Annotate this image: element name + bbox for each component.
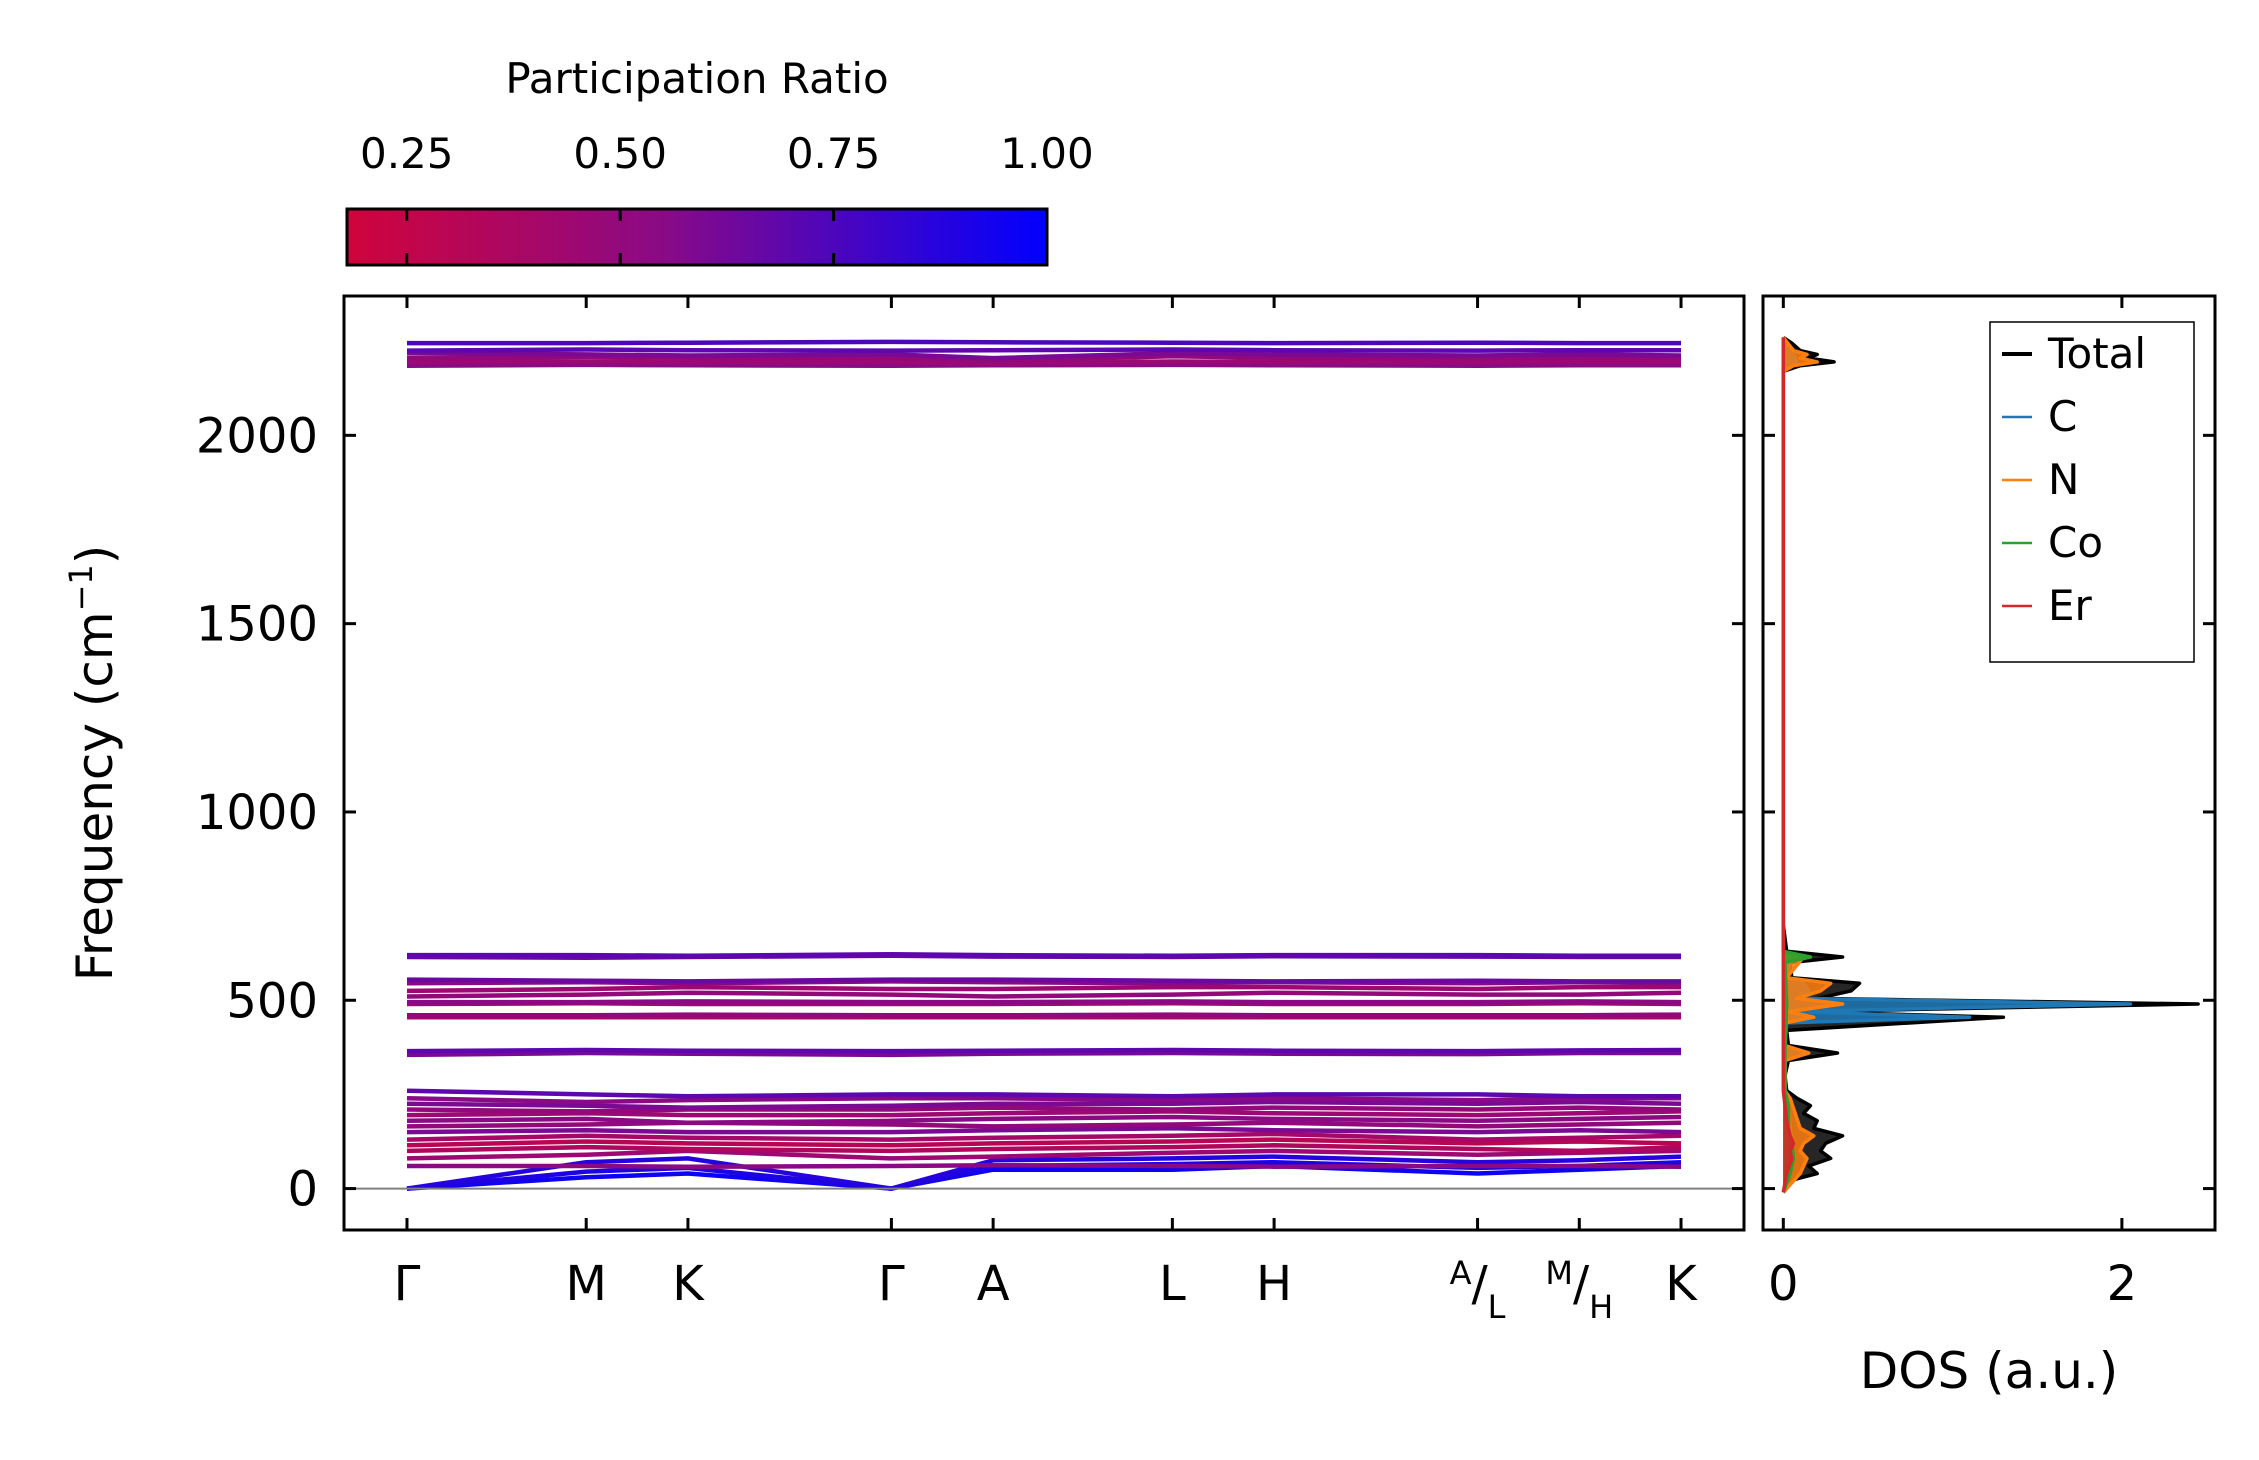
colorbar-tick-label: 0.25 bbox=[360, 129, 454, 178]
phonon-band bbox=[406, 1143, 1682, 1154]
phonon-band bbox=[407, 339, 1681, 346]
colorbar-ticks: 0.25 0.50 0.75 1.00 bbox=[360, 129, 1094, 265]
phonon-band bbox=[406, 984, 1681, 994]
y-axis-label-superscript: −1 bbox=[62, 564, 100, 611]
x-tick-label: Γ bbox=[394, 1256, 421, 1312]
band-plot-background bbox=[344, 296, 1744, 1230]
phonon-band bbox=[406, 1163, 1682, 1191]
phonon-band bbox=[406, 1126, 1682, 1135]
phonon-band bbox=[406, 359, 1682, 366]
phonon-band bbox=[406, 1099, 1682, 1110]
phonon-band bbox=[407, 952, 1681, 959]
x-tick-label-top: M bbox=[1545, 1254, 1573, 1292]
phonon-band bbox=[406, 977, 1681, 984]
y-tick-label: 1500 bbox=[196, 597, 318, 653]
band-lines bbox=[406, 339, 1682, 1191]
phonon-band bbox=[406, 990, 1682, 999]
phonon-band bbox=[407, 1012, 1682, 1018]
dos-plot-frame bbox=[1761, 294, 2217, 1232]
x-tick-label: Γ bbox=[878, 1256, 905, 1312]
x-tick-label: K bbox=[1665, 1256, 1698, 1312]
phonon-band bbox=[406, 1114, 1682, 1125]
phonon-band bbox=[406, 1109, 1682, 1118]
y-tick-label: 0 bbox=[287, 1162, 318, 1218]
legend-label: Er bbox=[2048, 581, 2093, 630]
phonon-band bbox=[407, 1162, 1682, 1169]
legend-label: C bbox=[2048, 392, 2077, 441]
band-x-axis: Γ M K Γ A L H A/LM/H K bbox=[394, 296, 1698, 1326]
dos-y-ticks bbox=[1763, 433, 2215, 1191]
x-tick-label-slash: / bbox=[1472, 1256, 1489, 1312]
phonon-band bbox=[406, 1095, 1681, 1105]
phonon-band bbox=[406, 1120, 1682, 1129]
x-tick-label: K bbox=[672, 1256, 705, 1312]
colorbar-gradient bbox=[345, 207, 1049, 267]
x-tick-label: M bbox=[566, 1256, 607, 1312]
phonon-band bbox=[406, 347, 1681, 353]
phonon-band bbox=[406, 1047, 1682, 1054]
y-tick-label: 500 bbox=[226, 973, 318, 1029]
x-tick-label-bottom: L bbox=[1488, 1288, 1506, 1326]
legend-label: N bbox=[2048, 455, 2079, 504]
phonon-band bbox=[406, 1148, 1682, 1161]
x-tick-label-top: A bbox=[1450, 1254, 1472, 1292]
y-axis-label: Frequency (cm−1) bbox=[62, 545, 124, 982]
phonon-band bbox=[406, 350, 1682, 361]
phonon-band bbox=[406, 1131, 1682, 1142]
phonon-band bbox=[406, 1088, 1681, 1099]
phonon-band bbox=[406, 362, 1681, 368]
band-plot-frame bbox=[342, 294, 1746, 1232]
colorbar-tick-label: 0.50 bbox=[573, 129, 667, 178]
colorbar-title: Participation Ratio bbox=[505, 54, 888, 103]
legend-label: Total bbox=[2047, 329, 2146, 378]
dos-curves bbox=[1781, 335, 2200, 1194]
phonon-band bbox=[406, 354, 1681, 364]
x-tick-label: H bbox=[1256, 1256, 1292, 1312]
x-tick-label: A bbox=[977, 1256, 1010, 1312]
phonon-band bbox=[406, 1050, 1681, 1058]
x-tick-label: M/H bbox=[1545, 1254, 1613, 1326]
x-tick-label-slash: / bbox=[1573, 1256, 1590, 1312]
phonon-band bbox=[406, 1105, 1682, 1114]
x-tick-label: L bbox=[1159, 1256, 1186, 1312]
dos-x-tick-label: 0 bbox=[1768, 1256, 1799, 1312]
dos-x-axis-label: DOS (a.u.) bbox=[1860, 1342, 2119, 1400]
colorbar-tick-label: 0.75 bbox=[787, 129, 881, 178]
dos-x-tick-label: 2 bbox=[2107, 1256, 2138, 1312]
colorbar: Participation Ratio 0.25 0.50 0.75 1.00 bbox=[345, 54, 1094, 267]
phonon-band bbox=[407, 999, 1682, 1005]
x-tick-label-bottom: H bbox=[1589, 1288, 1613, 1326]
legend-label: Co bbox=[2048, 518, 2103, 567]
y-tick-label: 1000 bbox=[196, 785, 318, 841]
dos-line-n bbox=[1781, 336, 1845, 1194]
y-axis-label-main: Frequency (cm bbox=[66, 611, 124, 981]
y-axis-label-end: ) bbox=[66, 545, 124, 565]
dos-line-er bbox=[1781, 337, 1796, 1193]
y-tick-label: 2000 bbox=[196, 408, 318, 464]
band-y-axis: 0 500 1000 1500 2000 bbox=[196, 408, 1744, 1218]
phonon-band bbox=[406, 1137, 1682, 1148]
dos-legend: Total CN Co Er bbox=[1989, 321, 2195, 663]
x-tick-label: A/L bbox=[1450, 1254, 1506, 1326]
colorbar-tick-label: 1.00 bbox=[1000, 129, 1094, 178]
phonon-band bbox=[406, 1154, 1682, 1191]
